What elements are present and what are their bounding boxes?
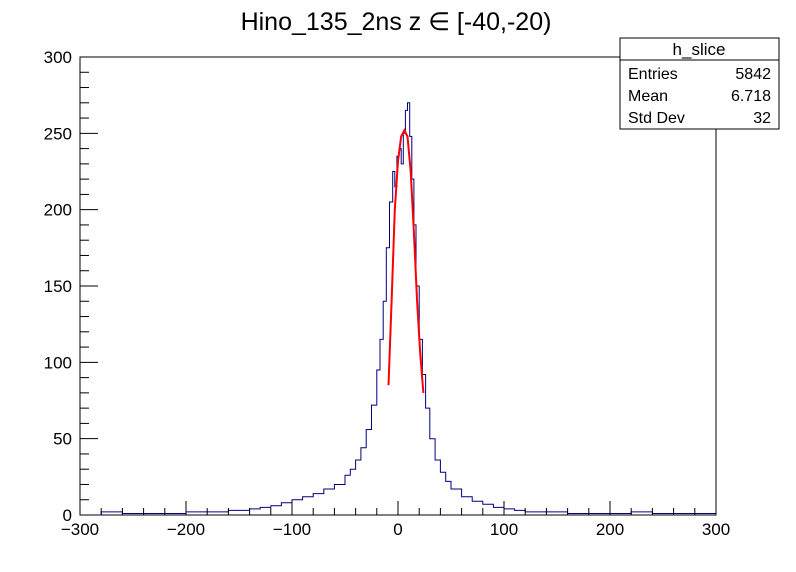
y-tick-label: 50 <box>53 430 72 449</box>
stats-entries-label: Entries <box>628 66 678 83</box>
stats-entries-value: 5842 <box>735 66 771 83</box>
y-tick-label: 250 <box>44 124 72 143</box>
y-tick-label: 150 <box>44 277 72 296</box>
axes: −300 −200 −100 0 100 200 300 0 50 100 150 200 250 300 <box>44 48 731 539</box>
x-tick-label: 100 <box>490 520 518 539</box>
stats-mean-label: Mean <box>628 88 668 105</box>
x-tick-label: −300 <box>61 520 99 539</box>
stats-box-frame <box>619 37 780 130</box>
stats-box-title: h_slice <box>673 40 726 59</box>
y-tick-label: 100 <box>44 353 72 372</box>
x-tick-label: 200 <box>596 520 624 539</box>
plot-frame <box>79 56 717 516</box>
x-tick-label: −200 <box>167 520 205 539</box>
x-tick-label: −100 <box>273 520 311 539</box>
plot-area: −300 −200 −100 0 100 200 300 0 50 100 150 200 250 300 <box>44 48 731 539</box>
y-tick-label: 300 <box>44 48 72 67</box>
fit-curve <box>387 128 425 393</box>
chart-title: Hino_135_2ns z ∈ [-40,-20) <box>241 8 552 36</box>
gaussian-fit-line <box>387 128 425 393</box>
x-tick-label: 0 <box>393 520 402 539</box>
stats-stddev-value: 32 <box>753 110 771 127</box>
stats-stddev-label: Std Dev <box>628 110 685 127</box>
stats-mean-value: 6.718 <box>731 88 771 105</box>
stats-box: h_slice Entries 5842 Mean 6.718 Std Dev … <box>619 37 780 130</box>
x-tick-label: 300 <box>702 520 730 539</box>
y-tick-label: 0 <box>63 506 72 525</box>
y-tick-label: 200 <box>44 201 72 220</box>
